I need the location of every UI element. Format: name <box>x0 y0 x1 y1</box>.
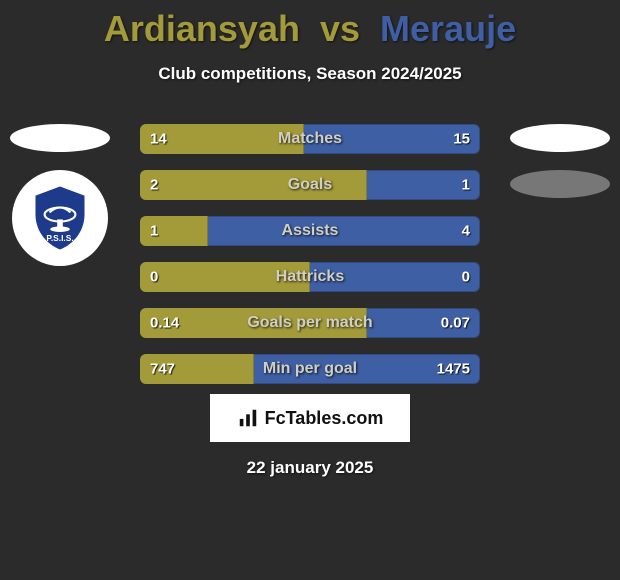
svg-text:P.S.I.S.: P.S.I.S. <box>46 233 73 243</box>
player2-avatar-column <box>510 124 610 216</box>
stats-bars: 1415Matches 21Goals 14Assists 00Hattricks 0.… <box>140 124 480 400</box>
stat-label: Assists <box>140 222 480 240</box>
comparison-main: P.S.I.S. 1415Matches 21Goals 14Assists 00Ha… <box>0 124 620 394</box>
vs-separator: vs <box>320 8 360 49</box>
stat-label: Matches <box>140 130 480 148</box>
player2-club-placeholder <box>510 170 610 198</box>
subtitle: Club competitions, Season 2024/2025 <box>0 64 620 84</box>
shield-icon: P.S.I.S. <box>25 183 95 253</box>
stat-bar: 1415Matches <box>140 124 480 154</box>
stat-label: Goals per match <box>140 314 480 332</box>
stat-bar: 0.140.07Goals per match <box>140 308 480 338</box>
player1-name: Ardiansyah <box>104 8 300 49</box>
stat-bar: 00Hattricks <box>140 262 480 292</box>
player2-name: Merauje <box>380 8 516 49</box>
stat-bar: 21Goals <box>140 170 480 200</box>
stat-label: Goals <box>140 176 480 194</box>
branding-badge: FcTables.com <box>210 394 410 442</box>
player1-avatar-column: P.S.I.S. <box>10 124 110 266</box>
date-text: 22 january 2025 <box>0 458 620 478</box>
comparison-title: Ardiansyah vs Merauje <box>0 0 620 50</box>
stat-bar: 14Assists <box>140 216 480 246</box>
player1-avatar-placeholder <box>10 124 110 152</box>
stat-label: Hattricks <box>140 268 480 286</box>
stat-label: Min per goal <box>140 360 480 378</box>
player2-avatar-placeholder <box>510 124 610 152</box>
stat-bar: 7471475Min per goal <box>140 354 480 384</box>
branding-text: FcTables.com <box>265 408 384 429</box>
chart-icon <box>237 407 259 429</box>
player1-club-logo: P.S.I.S. <box>12 170 108 266</box>
